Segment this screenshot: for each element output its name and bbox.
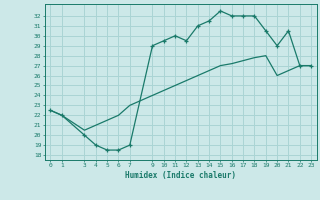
X-axis label: Humidex (Indice chaleur): Humidex (Indice chaleur) (125, 171, 236, 180)
